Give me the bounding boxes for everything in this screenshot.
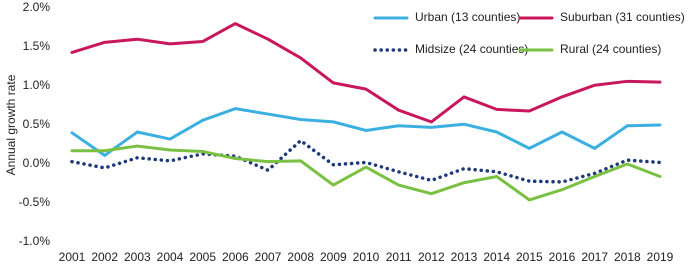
legend-label: Urban (13 counties)	[415, 10, 520, 24]
x-tick-label: 2017	[581, 250, 608, 264]
x-tick-label: 2007	[255, 250, 282, 264]
y-tick-label: 2.0%	[23, 0, 51, 14]
x-tick-label: 2002	[91, 250, 118, 264]
x-tick-label: 2001	[59, 250, 86, 264]
y-tick-label: -0.5%	[19, 195, 51, 209]
series-line	[70, 22, 662, 124]
x-tick-label: 2003	[124, 250, 151, 264]
legend-label: Suburban (31 counties)	[560, 10, 685, 24]
x-tick-label: 2010	[353, 250, 380, 264]
y-tick-label: 0.5%	[23, 117, 51, 131]
x-tick-label: 2005	[189, 250, 216, 264]
series-line	[70, 144, 662, 202]
x-tick-label: 2004	[157, 250, 184, 264]
series-line	[70, 107, 662, 157]
x-tick-label: 2015	[516, 250, 543, 264]
y-tick-label: 0.0%	[23, 156, 51, 170]
x-tick-label: 2014	[483, 250, 510, 264]
legend-label: Rural (24 counties)	[560, 42, 661, 56]
x-tick-label: 2012	[418, 250, 445, 264]
x-tick-label: 2013	[451, 250, 478, 264]
x-tick-label: 2019	[647, 250, 674, 264]
y-tick-label: 1.5%	[23, 39, 51, 53]
x-tick-label: 2008	[287, 250, 314, 264]
x-tick-label: 2009	[320, 250, 347, 264]
series-line	[70, 138, 662, 184]
y-tick-label: 1.0%	[23, 78, 51, 92]
y-axis-label: Annual growth rate	[4, 74, 18, 175]
y-tick-label: -1.0%	[19, 234, 51, 248]
legend-label: Midsize (24 counties)	[415, 42, 528, 56]
x-tick-label: 2006	[222, 250, 249, 264]
x-tick-label: 2018	[614, 250, 641, 264]
x-tick-label: 2011	[386, 250, 412, 264]
x-tick-label: 2016	[549, 250, 576, 264]
